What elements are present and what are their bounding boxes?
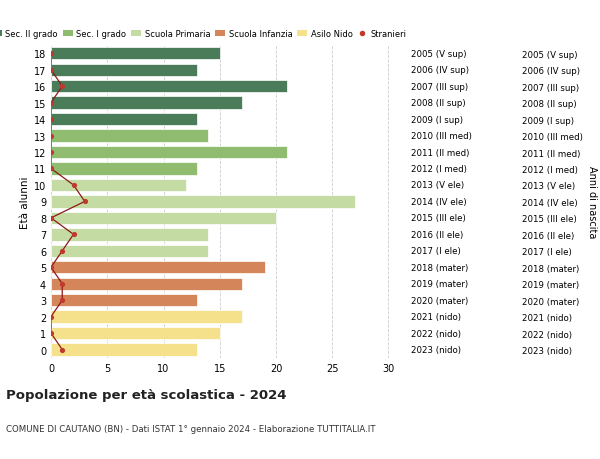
Point	[46, 100, 56, 107]
Y-axis label: Età alunni: Età alunni	[20, 176, 29, 228]
Text: 2016 (II ele): 2016 (II ele)	[411, 230, 463, 239]
Bar	[51, 294, 197, 307]
Text: 2005 (V sup): 2005 (V sup)	[411, 50, 467, 59]
Bar	[51, 196, 355, 208]
Bar	[51, 344, 197, 356]
Point	[46, 264, 56, 271]
Text: 2013 (V ele): 2013 (V ele)	[411, 181, 464, 190]
Text: Anni di nascita: Anni di nascita	[587, 166, 597, 238]
Point	[58, 346, 67, 353]
Point	[46, 116, 56, 123]
Point	[58, 247, 67, 255]
Point	[69, 231, 78, 239]
Text: 2010 (III med): 2010 (III med)	[411, 132, 472, 141]
Point	[46, 133, 56, 140]
Bar	[51, 81, 287, 93]
Text: 2017 (I ele): 2017 (I ele)	[411, 247, 461, 256]
Point	[46, 165, 56, 173]
Bar	[51, 212, 276, 224]
Bar	[51, 146, 287, 159]
Point	[46, 215, 56, 222]
Bar	[51, 130, 209, 142]
Text: COMUNE DI CAUTANO (BN) - Dati ISTAT 1° gennaio 2024 - Elaborazione TUTTITALIA.IT: COMUNE DI CAUTANO (BN) - Dati ISTAT 1° g…	[6, 425, 376, 434]
Bar	[51, 114, 197, 126]
Point	[46, 50, 56, 58]
Point	[46, 149, 56, 157]
Text: 2007 (III sup): 2007 (III sup)	[411, 83, 468, 91]
Legend: Sec. II grado, Sec. I grado, Scuola Primaria, Scuola Infanzia, Asilo Nido, Stran: Sec. II grado, Sec. I grado, Scuola Prim…	[0, 30, 407, 39]
Text: 2015 (III ele): 2015 (III ele)	[411, 214, 466, 223]
Point	[46, 67, 56, 74]
Text: 2011 (II med): 2011 (II med)	[411, 148, 469, 157]
Bar	[51, 327, 220, 340]
Point	[46, 330, 56, 337]
Point	[58, 297, 67, 304]
Text: 2006 (IV sup): 2006 (IV sup)	[411, 66, 469, 75]
Text: 2021 (nido): 2021 (nido)	[411, 313, 461, 321]
Bar	[51, 163, 197, 175]
Point	[58, 280, 67, 288]
Bar	[51, 97, 242, 110]
Point	[80, 198, 89, 206]
Text: 2009 (I sup): 2009 (I sup)	[411, 115, 463, 124]
Bar	[51, 245, 209, 257]
Bar	[51, 179, 186, 192]
Point	[58, 83, 67, 90]
Text: 2014 (IV ele): 2014 (IV ele)	[411, 197, 467, 207]
Bar	[51, 262, 265, 274]
Text: 2019 (mater): 2019 (mater)	[411, 280, 468, 289]
Text: 2023 (nido): 2023 (nido)	[411, 345, 461, 354]
Point	[46, 313, 56, 321]
Text: 2008 (II sup): 2008 (II sup)	[411, 99, 466, 108]
Text: 2012 (I med): 2012 (I med)	[411, 165, 467, 174]
Bar	[51, 278, 242, 290]
Text: 2022 (nido): 2022 (nido)	[411, 329, 461, 338]
Text: 2018 (mater): 2018 (mater)	[411, 263, 468, 272]
Bar	[51, 311, 242, 323]
Point	[69, 182, 78, 189]
Text: 2020 (mater): 2020 (mater)	[411, 296, 468, 305]
Bar	[51, 229, 209, 241]
Text: Popolazione per età scolastica - 2024: Popolazione per età scolastica - 2024	[6, 388, 287, 401]
Bar	[51, 48, 220, 60]
Bar	[51, 64, 197, 77]
